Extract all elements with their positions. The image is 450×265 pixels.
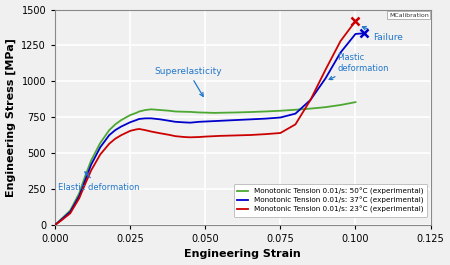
Y-axis label: Engineering Stress [MPa]: Engineering Stress [MPa] — [5, 38, 16, 197]
Text: Elastic deformation: Elastic deformation — [58, 172, 140, 192]
Legend: Monotonic Tension 0.01/s: 50°C (experimental), Monotonic Tension 0.01/s: 37°C (e: Monotonic Tension 0.01/s: 50°C (experime… — [234, 184, 427, 217]
Text: Plastic
deformation: Plastic deformation — [329, 53, 389, 80]
Text: Failure: Failure — [362, 26, 403, 42]
Text: MCalibration: MCalibration — [389, 13, 429, 18]
X-axis label: Engineering Strain: Engineering Strain — [184, 249, 301, 259]
Text: Superelasticity: Superelasticity — [154, 67, 222, 96]
